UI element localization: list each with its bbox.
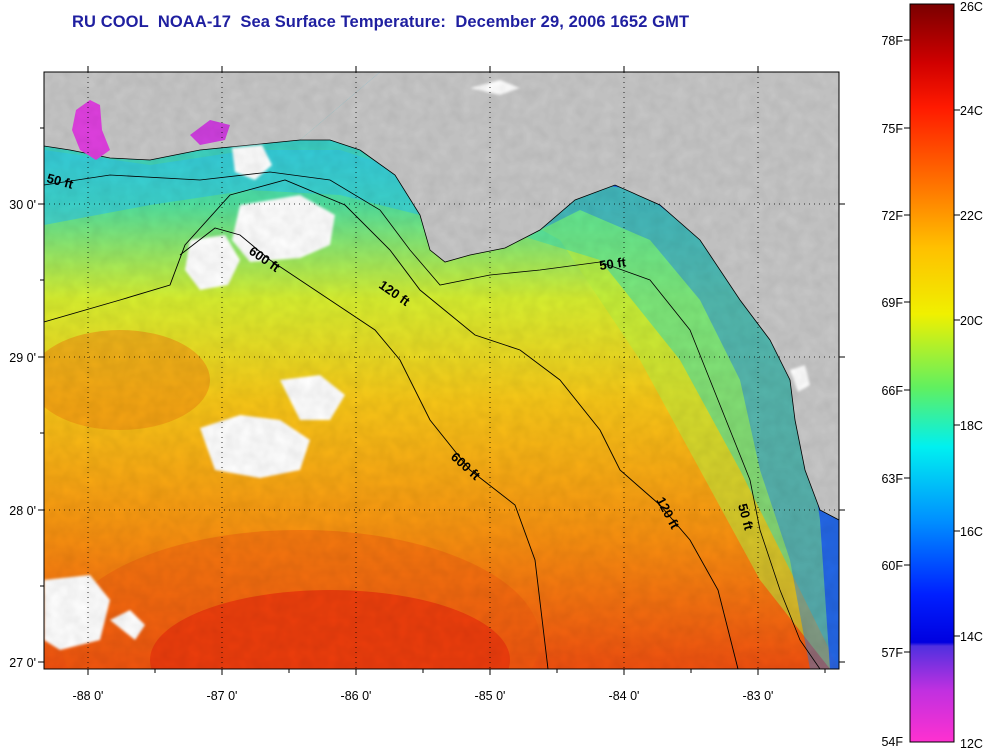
- contour-50ft: [44, 171, 821, 669]
- lat-label: 29 0': [9, 351, 36, 365]
- lat-label: 30 0': [9, 198, 36, 212]
- contour-label-50ft: 50 ft: [735, 502, 757, 532]
- contour-600ft: [179, 227, 549, 669]
- lat-label: 27 0': [9, 656, 36, 670]
- lon-label: -85 0': [475, 689, 506, 703]
- lon-label: -83 0': [743, 689, 774, 703]
- lon-label: -87 0': [207, 689, 238, 703]
- lon-label: -88 0': [73, 689, 104, 703]
- lat-label: 28 0': [9, 504, 36, 518]
- map-frame: [43, 71, 840, 670]
- lon-label: -86 0': [341, 689, 372, 703]
- map-title: RU COOL NOAA-17 Sea Surface Temperature:…: [72, 13, 690, 31]
- contour-label-50ft: 50 ft: [45, 170, 75, 192]
- lon-label: -84 0': [609, 689, 640, 703]
- contour-label-50ft: 50 ft: [598, 254, 627, 273]
- contour-120ft: [44, 179, 739, 669]
